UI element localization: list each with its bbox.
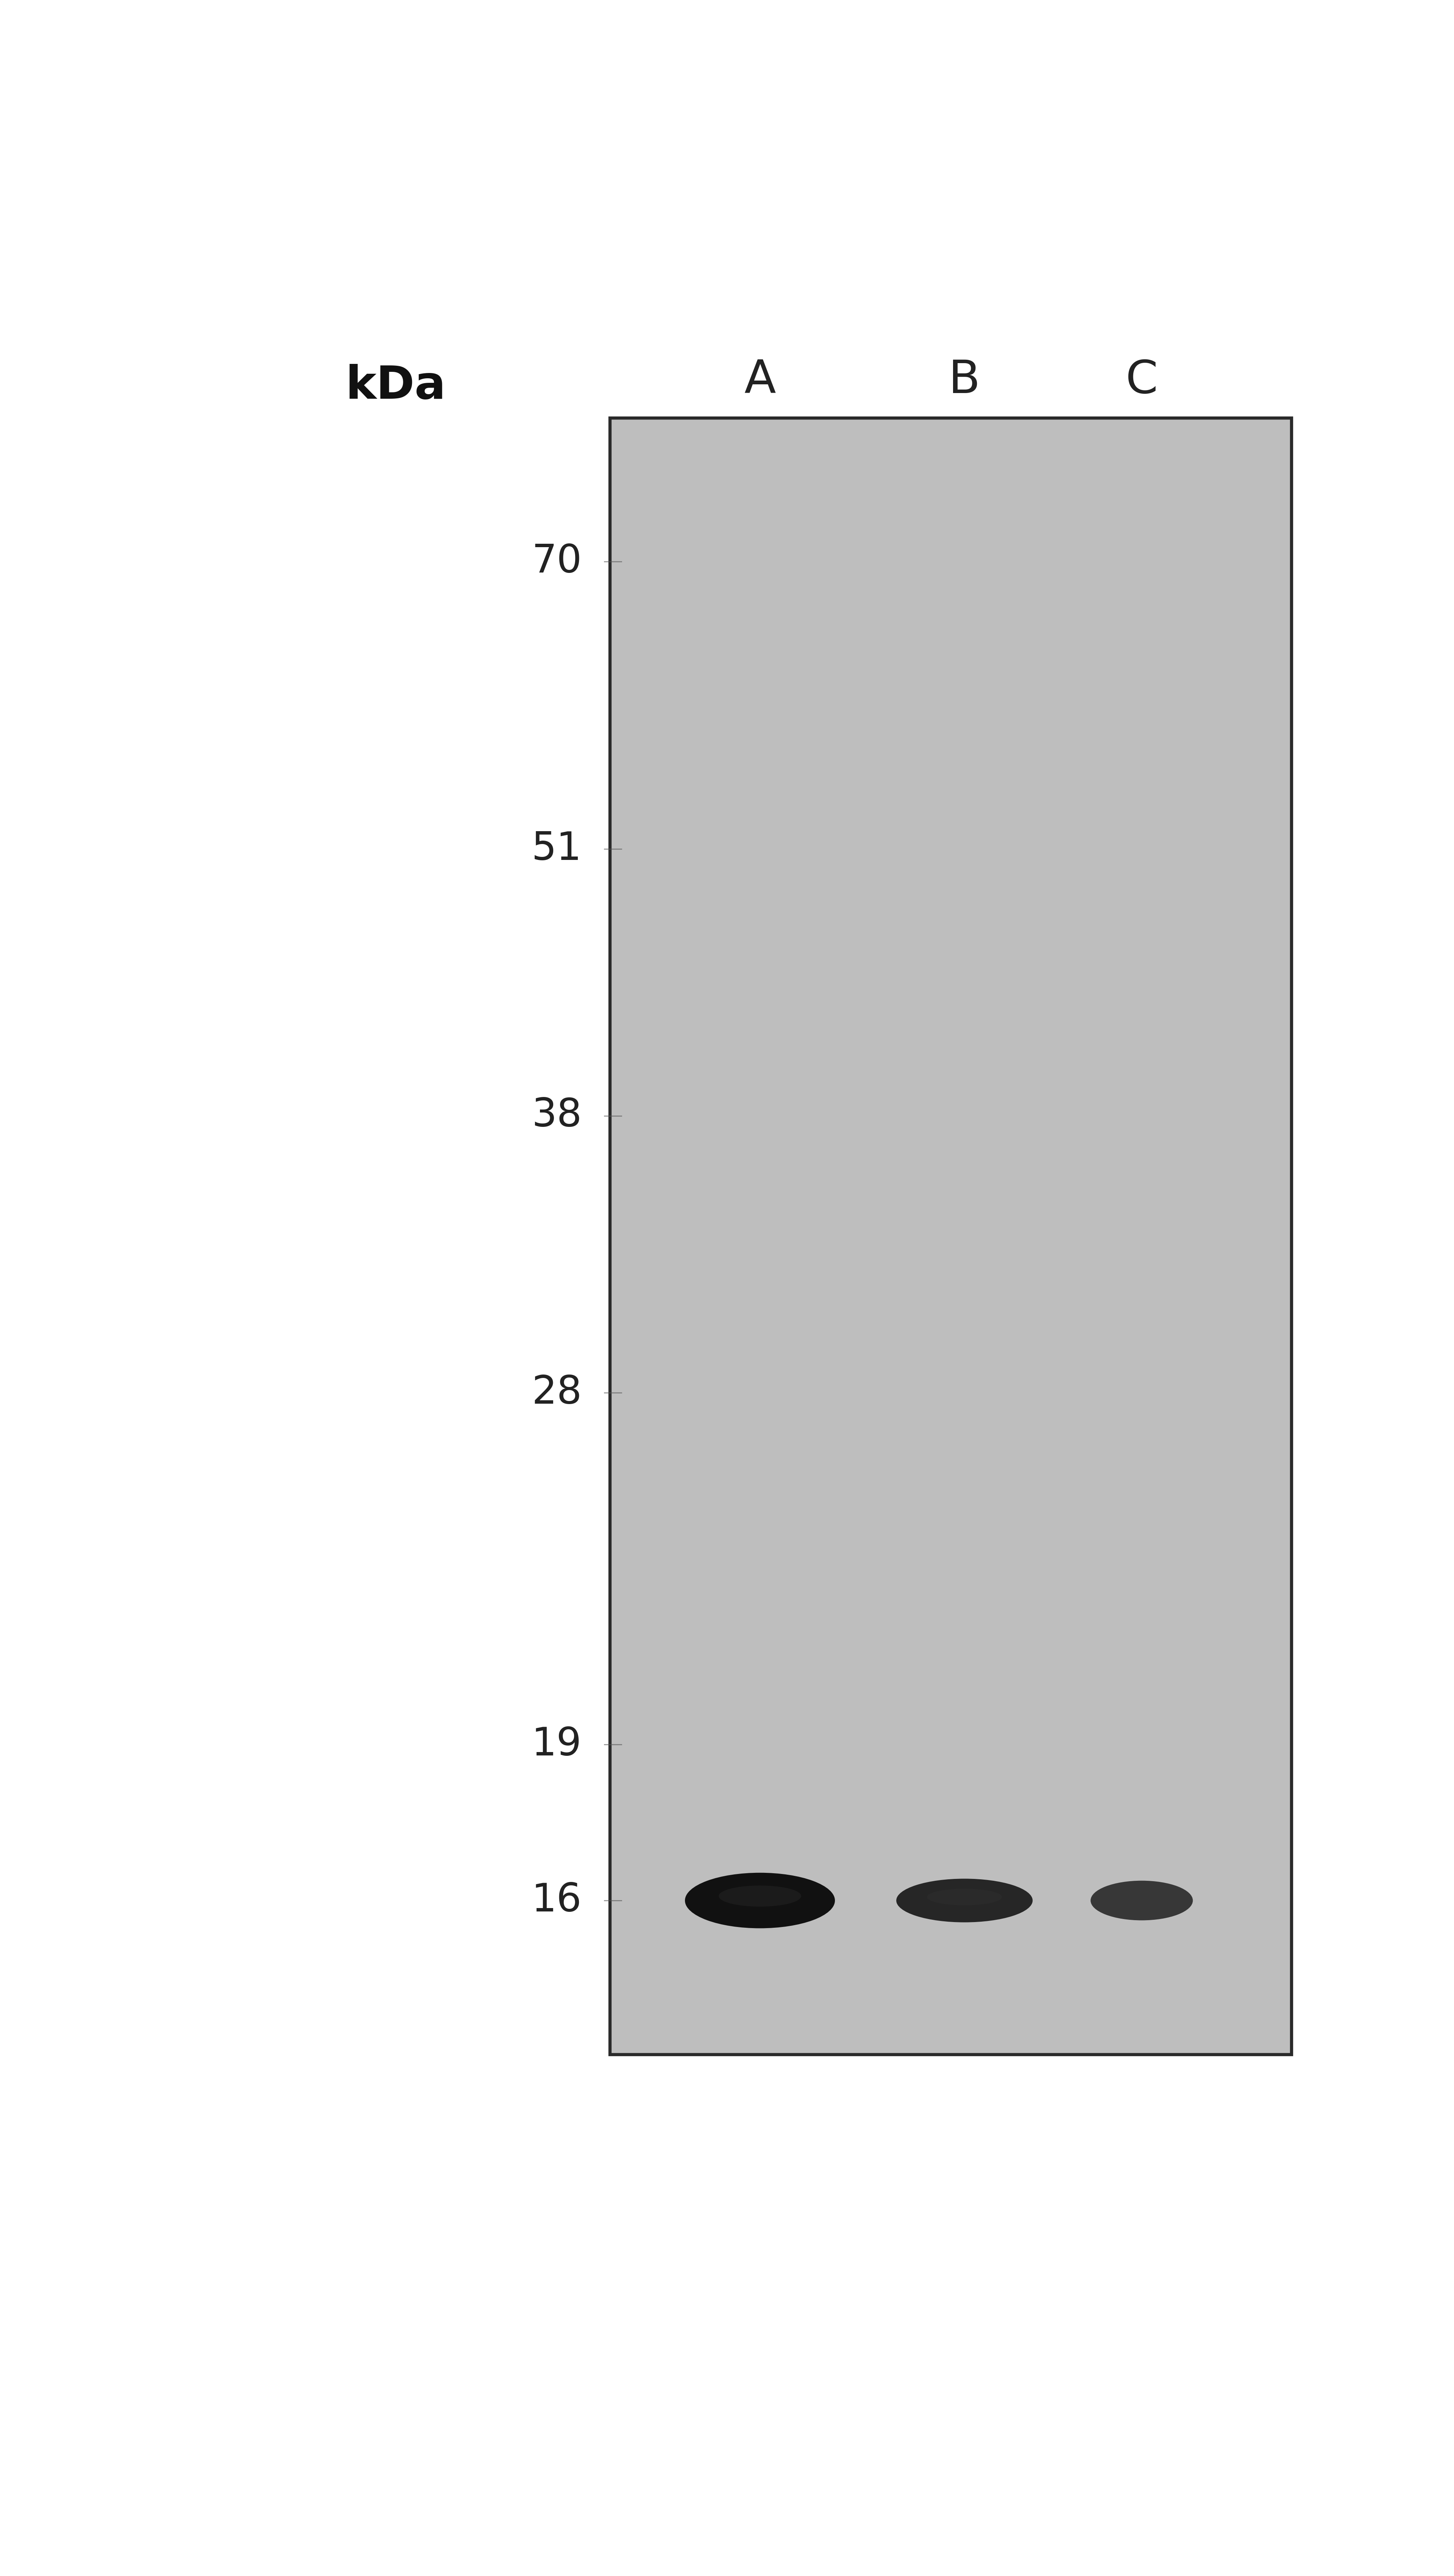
Text: 38: 38 [532, 1097, 582, 1136]
Text: A: A [744, 358, 776, 402]
Ellipse shape [896, 1878, 1032, 1922]
Text: 51: 51 [532, 829, 582, 868]
Text: 19: 19 [532, 1726, 582, 1765]
Text: 16: 16 [532, 1880, 582, 1919]
Text: kDa: kDa [346, 363, 446, 407]
Text: B: B [948, 358, 980, 402]
Ellipse shape [718, 1886, 801, 1906]
Text: 28: 28 [532, 1373, 582, 1412]
Text: 70: 70 [532, 544, 582, 580]
Ellipse shape [928, 1888, 1002, 1906]
Ellipse shape [685, 1873, 835, 1929]
Bar [611, 417, 1291, 2056]
Ellipse shape [1090, 1880, 1192, 1919]
Ellipse shape [1114, 1891, 1170, 1904]
Text: C: C [1125, 358, 1157, 402]
